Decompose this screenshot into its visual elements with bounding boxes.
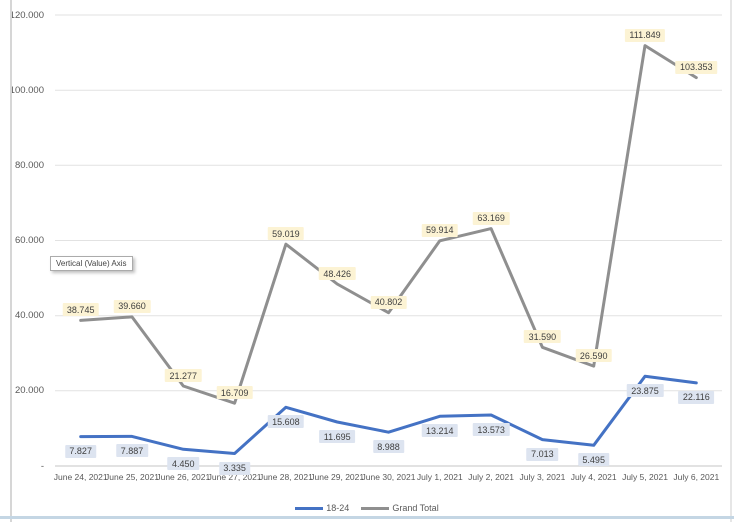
data-label-grand-total: 59.019 <box>267 227 305 241</box>
x-axis-label: June 29, 2021 <box>310 472 365 482</box>
data-label-grand-total: 59.914 <box>421 223 459 237</box>
y-axis-tick-label: 80.000 <box>14 159 44 171</box>
y-axis-tick-label: 60.000 <box>14 235 44 246</box>
y-axis-tick-label: 40.000 <box>14 310 44 322</box>
x-axis-label: July 6, 2021 <box>673 472 720 482</box>
x-axis-label: July 1, 2021 <box>416 472 463 482</box>
y-axis-tick-label: - <box>40 460 44 472</box>
x-axis-label: June 25, 2021 <box>105 472 159 482</box>
series-line-grand-total[interactable] <box>79 44 698 405</box>
data-label-18-24: 22.116 <box>678 390 715 404</box>
data-label-18-24: 13.573 <box>472 423 510 436</box>
data-label-18-24: 11.695 <box>319 430 356 443</box>
data-label-18-24: 13.214 <box>421 424 459 438</box>
x-axis-label: July 5, 2021 <box>622 472 668 482</box>
y-axis-tick-label: 20.000 <box>14 385 44 397</box>
data-label-grand-total: 63.169 <box>472 211 510 225</box>
data-label-grand-total: 38.745 <box>62 303 99 317</box>
data-label-18-24: 8.988 <box>372 440 405 454</box>
legend-item-18-24[interactable]: 18-24 <box>295 503 349 513</box>
chart-legend: 18-24 Grand Total <box>0 503 734 513</box>
window-left-edge <box>10 0 12 522</box>
data-label-grand-total: 26.590 <box>575 349 612 363</box>
series-line-18-24[interactable] <box>79 374 698 455</box>
data-label-18-24: 3.335 <box>218 461 251 475</box>
data-label-grand-total: 103.353 <box>675 60 718 74</box>
legend-label-18-24: 18-24 <box>326 503 350 513</box>
x-axis-label: June 30, 2021 <box>361 472 416 482</box>
y-axis-tick-label: 120.000 <box>9 9 44 21</box>
data-label-grand-total: 39.660 <box>113 299 151 313</box>
data-label-18-24: 7.827 <box>64 444 97 458</box>
x-axis-label: July 4, 2021 <box>570 472 617 482</box>
legend-item-grand-total[interactable]: Grand Total <box>361 503 439 513</box>
data-label-18-24: 23.875 <box>626 384 664 398</box>
window-right-edge <box>730 0 732 522</box>
data-label-18-24: 7.013 <box>526 447 559 461</box>
legend-label-grand-total: Grand Total <box>392 503 439 513</box>
legend-line-sample-18-24 <box>295 506 324 510</box>
x-axis-label: July 3, 2021 <box>519 472 566 482</box>
legend-line-sample-grand-total <box>361 506 390 510</box>
data-label-18-24: 4.450 <box>167 457 200 471</box>
x-axis-label: June 26, 2021 <box>156 472 211 482</box>
data-label-grand-total: 48.426 <box>318 267 356 280</box>
x-axis-label: June 27, 2021 <box>207 472 262 482</box>
data-label-grand-total: 16.709 <box>216 386 253 400</box>
x-axis-label: July 2, 2021 <box>468 472 515 482</box>
vertical-axis-tooltip: Vertical (Value) Axis <box>50 256 133 271</box>
data-label-18-24: 15.608 <box>267 415 305 429</box>
y-axis-tick-label: 100.000 <box>9 84 44 96</box>
data-label-grand-total: 111.849 <box>624 28 666 42</box>
data-label-grand-total: 40.802 <box>370 295 407 309</box>
x-axis-label: June 24, 2021 <box>53 472 108 482</box>
data-label-18-24: 7.887 <box>116 444 148 458</box>
data-label-grand-total: 21.277 <box>165 369 202 382</box>
x-axis-label: June 28, 2021 <box>258 472 313 482</box>
data-label-18-24: 5.495 <box>577 453 610 467</box>
window-bottom-edge <box>0 516 734 519</box>
data-label-grand-total: 31.590 <box>524 330 561 344</box>
